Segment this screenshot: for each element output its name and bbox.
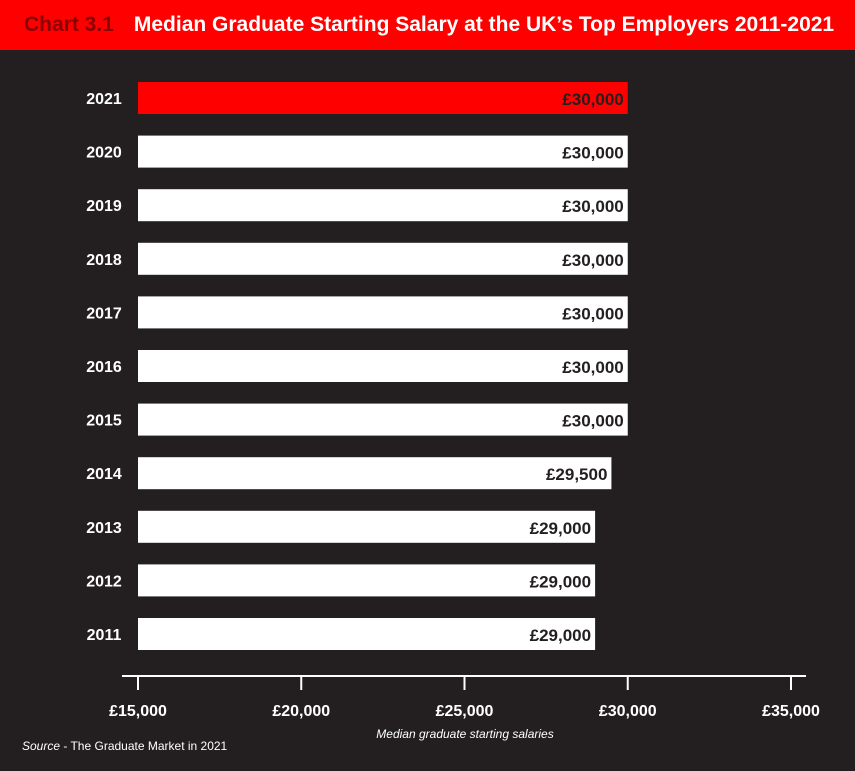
- x-tick-label-35000: £35,000: [762, 703, 820, 720]
- data-label-2016: £30,000: [562, 358, 623, 377]
- source-note: Source - The Graduate Market in 2021: [22, 739, 227, 753]
- data-label-2019: £30,000: [562, 197, 623, 216]
- data-label-2011: £29,000: [530, 626, 591, 645]
- data-label-2018: £30,000: [562, 251, 623, 270]
- bar-2020: [138, 135, 628, 168]
- bar-2011: [138, 618, 596, 650]
- chart-header: Chart 3.1 Median Graduate Starting Salar…: [0, 0, 855, 50]
- data-label-2017: £30,000: [562, 304, 623, 323]
- category-label-2021: 2021: [86, 91, 122, 108]
- data-label-2021: £30,000: [562, 90, 623, 109]
- bar-2019: [138, 189, 628, 222]
- category-label-2018: 2018: [86, 252, 122, 269]
- category-label-2014: 2014: [86, 466, 122, 483]
- data-label-2013: £29,000: [530, 519, 591, 538]
- data-label-2015: £30,000: [562, 412, 623, 431]
- bar-2018: [138, 242, 628, 275]
- x-tick-label-30000: £30,000: [599, 703, 657, 720]
- x-tick-label-25000: £25,000: [436, 703, 494, 720]
- bar-2015: [138, 403, 628, 436]
- source-label: Source: [22, 739, 61, 753]
- bar-2012: [138, 564, 596, 597]
- category-label-2020: 2020: [86, 145, 122, 162]
- x-tick-label-15000: £15,000: [109, 703, 167, 720]
- bar-2017: [138, 296, 628, 329]
- category-label-2019: 2019: [86, 198, 122, 215]
- category-label-2017: 2017: [86, 305, 122, 322]
- bar-2014: [138, 457, 612, 490]
- bar-2016: [138, 350, 628, 382]
- data-label-2014: £29,500: [546, 465, 607, 484]
- chart-number: Chart 3.1: [24, 13, 114, 36]
- category-label-2016: 2016: [86, 359, 122, 376]
- bar-2021: [138, 82, 628, 114]
- category-label-2015: 2015: [86, 413, 122, 430]
- x-tick-label-20000: £20,000: [272, 703, 330, 720]
- data-label-2012: £29,000: [530, 572, 591, 591]
- x-axis-label: Median graduate starting salaries: [376, 727, 554, 741]
- data-label-2020: £30,000: [562, 144, 623, 163]
- source-text: - The Graduate Market in 2021: [60, 739, 228, 753]
- category-label-2011: 2011: [87, 627, 122, 644]
- chart-title: Median Graduate Starting Salary at the U…: [133, 13, 835, 36]
- category-label-2013: 2013: [86, 520, 122, 537]
- category-label-2012: 2012: [86, 573, 122, 590]
- bar-2013: [138, 510, 596, 543]
